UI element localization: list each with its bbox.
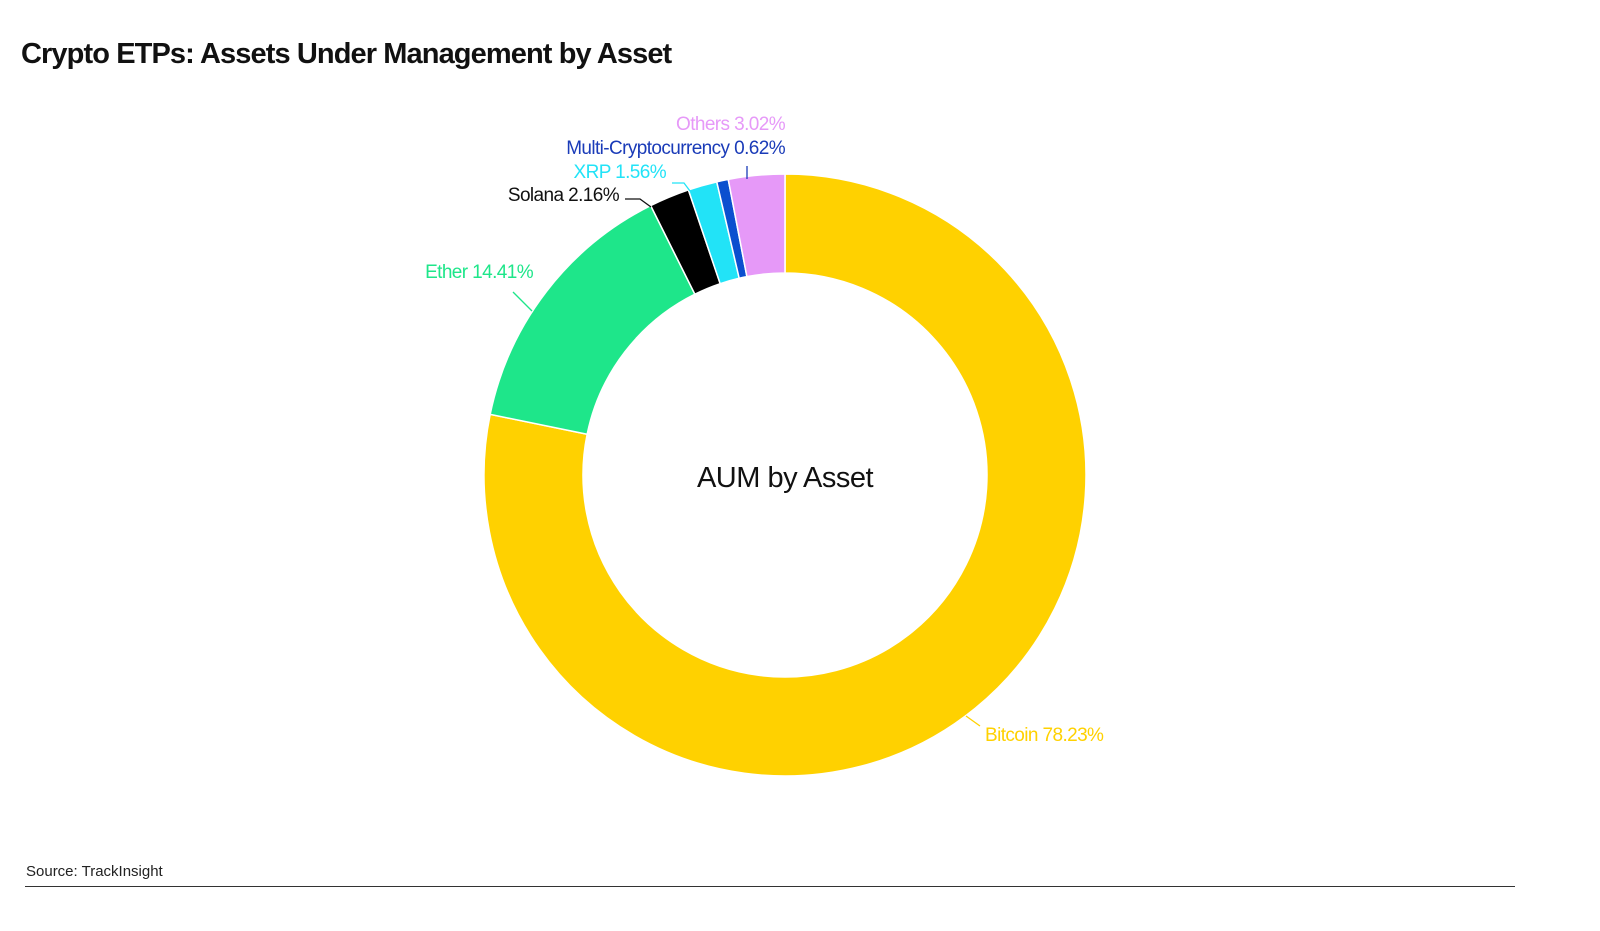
source-note: Source: TrackInsight	[26, 863, 163, 880]
leader-line-ether	[512, 291, 533, 312]
slice-bitcoin	[483, 173, 1087, 777]
slice-labels: Bitcoin 78.23% Ether 14.41% Solana 2.16%XR…	[425, 114, 1105, 746]
leader-line-xrp	[672, 182, 691, 192]
leader-line-solana	[625, 198, 652, 208]
slice-label-xrp: XRP 1.56%	[574, 162, 667, 183]
slice-ether	[489, 204, 696, 436]
slice-label-others: Others 3.02%	[676, 114, 786, 135]
slice-label-multi-cryptocurrency: Multi-Cryptocurrency 0.62%	[566, 138, 786, 159]
slice-label-bitcoin: Bitcoin 78.23%	[985, 725, 1104, 746]
footer-rule	[25, 886, 1515, 887]
leader-line-bitcoin	[965, 715, 981, 727]
center-label: AUM by Asset	[697, 462, 874, 494]
chart-title: Crypto ETPs: Assets Under Management by …	[21, 38, 672, 70]
slice-label-ether: Ether 14.41%	[425, 262, 534, 283]
donut-slices	[483, 173, 1087, 777]
label-leader-lines	[512, 166, 981, 727]
slice-label-solana: Solana 2.16%	[508, 185, 620, 206]
